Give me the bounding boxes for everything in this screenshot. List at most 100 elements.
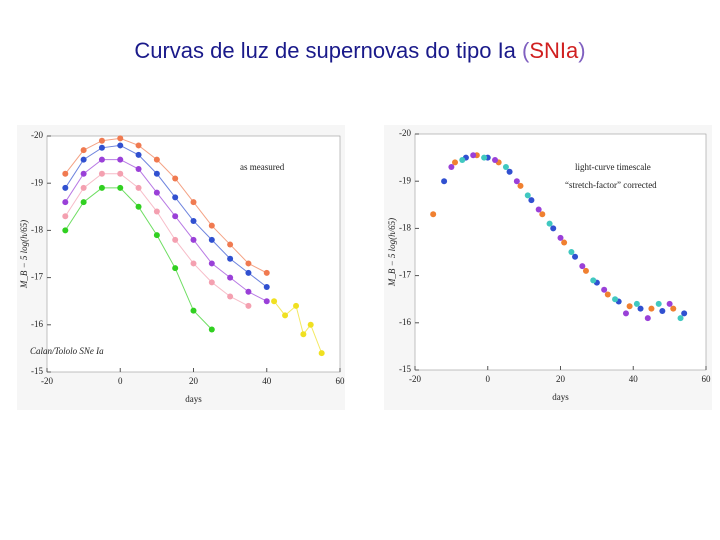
data-point [622,310,629,317]
annotation: light-curve timescale [575,162,651,172]
data-point [517,182,524,189]
data-point [300,331,307,338]
data-point [561,239,568,246]
y-tick-label: -18 [31,224,43,234]
data-point [633,300,640,307]
data-point [190,236,197,243]
data-point [172,236,179,243]
data-point [117,170,124,177]
data-point [172,175,179,182]
data-point [208,260,215,267]
y-tick-label: -20 [31,130,43,140]
y-tick-label: -17 [31,272,43,282]
light-curve [64,159,267,302]
data-point [98,137,105,144]
x-tick-label: 40 [262,376,272,386]
data-point [117,135,124,142]
data-point [208,326,215,333]
data-point [208,236,215,243]
data-point [448,164,455,171]
x-tick-label: -20 [409,374,421,384]
light-curve [64,144,268,288]
title-part: Curvas de luz de supernovas do tipo Ia [134,38,523,63]
data-point [604,291,611,298]
y-tick-label: -15 [399,364,411,374]
data-point [190,217,197,224]
x-tick-label: -20 [41,376,53,386]
data-point [117,142,124,149]
data-point [135,184,142,191]
annotation: Calan/Tololo SNe Ia [30,346,104,356]
data-point [539,211,546,218]
data-point [62,199,69,206]
data-point [190,199,197,206]
y-tick-label: -16 [399,317,411,327]
data-point [550,225,557,232]
x-axis-label: days [185,394,202,404]
data-point [670,305,677,312]
data-point [245,302,252,309]
x-tick-label: 0 [486,374,491,384]
x-tick-label: 60 [336,376,346,386]
data-point [153,156,160,163]
data-point [98,184,105,191]
y-tick-label: -19 [399,175,411,185]
data-point [172,194,179,201]
y-axis-label: M_B − 5 log(h/65) [387,218,397,287]
data-point [430,211,437,218]
data-point [245,260,252,267]
data-point [208,222,215,229]
data-point [80,156,87,163]
data-point [227,255,234,262]
annotation: as measured [240,162,285,172]
data-point [318,350,325,357]
y-tick-label: -16 [31,319,43,329]
data-point [153,189,160,196]
data-point [506,168,513,175]
data-point [441,178,448,185]
data-point [528,197,535,204]
data-point [172,213,179,220]
data-point [677,315,684,322]
data-point [282,312,289,319]
y-tick-label: -18 [399,222,411,232]
data-point [135,203,142,210]
data-point [659,308,666,314]
y-tick-label: -20 [399,128,411,138]
data-point [62,213,69,220]
x-tick-label: 40 [629,374,639,384]
data-point [557,234,564,241]
data-point [245,288,252,295]
data-point [644,315,651,322]
y-tick-label: -19 [31,177,43,187]
data-point [513,178,520,185]
data-point [62,227,69,234]
data-point [172,265,179,272]
data-point [80,147,87,154]
data-point [681,310,688,317]
data-point [612,296,619,303]
data-point [572,253,579,260]
data-point [153,208,160,215]
title-part: ( [522,38,530,63]
data-point [227,293,234,300]
data-point [62,170,69,177]
data-point [666,300,673,307]
data-point [98,170,105,177]
title-part: ) [578,38,586,63]
data-point [80,199,87,206]
data-point [293,302,300,309]
data-point [568,249,575,255]
data-point [190,260,197,267]
data-point [263,298,270,305]
data-point [227,274,234,281]
data-point [98,156,105,163]
data-point [626,303,633,310]
data-point [524,192,531,199]
data-point [452,159,459,166]
x-tick-label: 20 [556,374,566,384]
data-point [135,151,142,158]
slide-title: Curvas de luz de supernovas do tipo Ia (… [0,38,720,64]
y-tick-label: -15 [31,366,43,376]
